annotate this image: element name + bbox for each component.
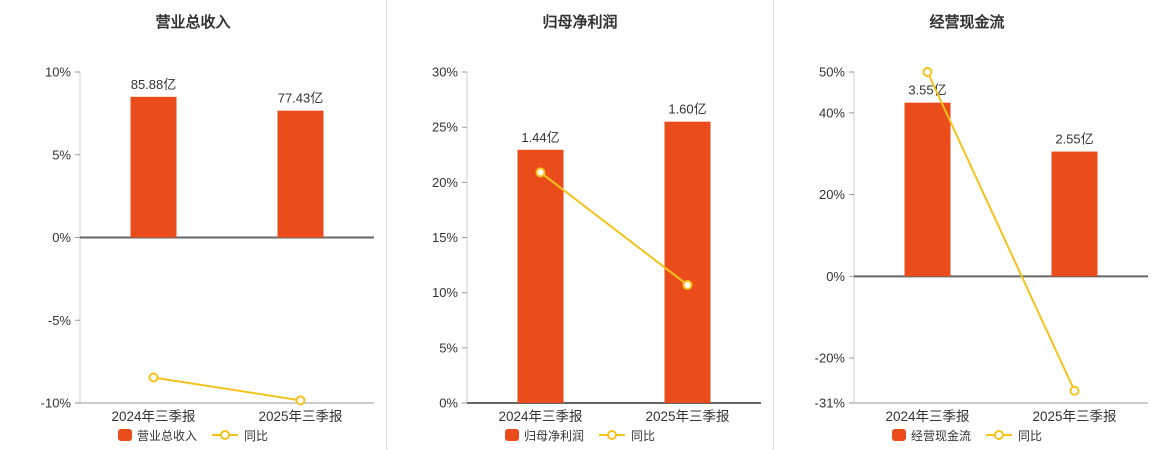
- y-axis-tick-label: -10%: [41, 396, 72, 411]
- bar-2024年三季报[interactable]: [517, 149, 564, 403]
- yoy-marker[interactable]: [922, 67, 933, 77]
- bar-value-label: 3.55亿: [908, 83, 946, 98]
- chart-title-cash-flow: 经营现金流: [929, 14, 1005, 31]
- bar-legend-label: 归母净利润: [523, 428, 584, 443]
- yoy-marker[interactable]: [148, 372, 159, 383]
- y-axis-tick-label: 20%: [819, 187, 845, 202]
- bar-2025年三季报[interactable]: [664, 121, 711, 404]
- yoy-line[interactable]: [153, 376, 301, 402]
- y-axis-tick-label: 5%: [52, 147, 71, 162]
- y-axis-tick-label: 20%: [432, 175, 458, 190]
- x-axis-label: 2024年三季报: [111, 409, 195, 424]
- yoy-line[interactable]: [539, 171, 689, 286]
- chart-title-revenue: 营业总收入: [155, 14, 231, 31]
- net-profit-chart-legend: 归母净利润 同比: [387, 424, 773, 446]
- bar-2024年三季报[interactable]: [904, 102, 951, 277]
- legend-item-bar[interactable]: 营业总收入: [117, 427, 197, 444]
- x-axis-label: 2024年三季报: [885, 409, 969, 424]
- bar-legend-swatch-icon: [504, 429, 519, 441]
- y-axis-tick-label: 15%: [432, 230, 458, 245]
- net-profit-chart: 30% 25% 20% 15% 10% 5% 0% 1.44亿 1.60亿 2024年三季报 202…: [432, 65, 761, 424]
- y-axis-tick-label: 0%: [826, 269, 845, 284]
- yoy-line[interactable]: [926, 71, 1076, 392]
- bar-value-label: 85.88亿: [131, 77, 177, 92]
- chart-panel-net-profit: 归母净利润 30% 25% 20% 15% 10% 5% 0% 1.44亿 1.60亿 2024年…: [386, 0, 773, 450]
- bar-legend-swatch-icon: [891, 429, 906, 441]
- line-legend-icon: [986, 430, 1012, 440]
- bar-value-label: 77.43亿: [278, 91, 324, 106]
- bar-legend-label: 营业总收入: [136, 428, 197, 443]
- y-axis-tick-label: 25%: [432, 120, 458, 135]
- y-axis-tick-label: 10%: [432, 285, 458, 300]
- yoy-legend-label: 同比: [1018, 428, 1043, 443]
- bar-legend-swatch-icon: [117, 429, 132, 441]
- x-axis-label: 2025年三季报: [645, 409, 729, 424]
- chart-panel-cash-flow: 经营现金流 50% 40% 20% 0% -20% -31% 3.55亿 2.55亿 2024年…: [773, 0, 1160, 450]
- y-axis-tick-label: -20%: [815, 351, 846, 366]
- revenue-chart-legend: 营业总收入 同比: [0, 424, 386, 446]
- bar-legend-label: 经营现金流: [910, 428, 971, 443]
- cash-flow-chart: 50% 40% 20% 0% -20% -31% 3.55亿 2.55亿 2024年三季报 202…: [815, 65, 1148, 424]
- legend-item-yoy[interactable]: 同比: [985, 427, 1042, 444]
- legend-item-yoy[interactable]: 同比: [211, 427, 268, 444]
- y-axis-tick-label: 40%: [819, 105, 845, 120]
- yoy-legend-label: 同比: [631, 428, 656, 443]
- legend-item-bar[interactable]: 归母净利润: [504, 427, 584, 444]
- bar-value-label: 1.60亿: [668, 102, 706, 117]
- line-legend-icon: [599, 430, 625, 440]
- yoy-marker[interactable]: [1069, 385, 1080, 396]
- chart-title-net-profit: 归母净利润: [542, 14, 618, 31]
- legend-item-bar[interactable]: 经营现金流: [891, 427, 971, 444]
- y-axis-tick-label: 50%: [819, 65, 845, 80]
- x-axis-label: 2025年三季报: [258, 409, 342, 424]
- revenue-chart: 10% 5% 0% -5% -10% 85.88亿 77.43亿 2024年三季报 2025年三…: [41, 65, 374, 424]
- bar-2025年三季报[interactable]: [1051, 151, 1098, 277]
- y-axis-tick-label: 10%: [45, 65, 71, 80]
- yoy-marker[interactable]: [295, 395, 306, 406]
- chart-panel-revenue: 营业总收入 10% 5% 0% -5% -10% 85.88亿 77.43亿 2024年三季报…: [0, 0, 386, 450]
- bar-2025年三季报[interactable]: [277, 110, 324, 238]
- bar-value-label: 1.44亿: [521, 130, 559, 145]
- y-axis-tick-label: 5%: [439, 340, 458, 355]
- yoy-marker[interactable]: [682, 279, 693, 290]
- y-axis-tick-label: -31%: [815, 396, 846, 411]
- bar-value-label: 2.55亿: [1055, 132, 1093, 147]
- x-axis-label: 2025年三季报: [1032, 409, 1116, 424]
- y-axis-tick-label: 0%: [439, 396, 458, 411]
- y-axis-tick-label: 0%: [52, 230, 71, 245]
- y-axis-tick-label: -5%: [48, 313, 72, 328]
- bar-2024年三季报[interactable]: [130, 96, 177, 238]
- x-axis-label: 2024年三季报: [498, 409, 582, 424]
- cash-flow-chart-legend: 经营现金流 同比: [774, 424, 1160, 446]
- yoy-marker[interactable]: [535, 167, 546, 178]
- legend-item-yoy[interactable]: 同比: [598, 427, 655, 444]
- yoy-legend-label: 同比: [244, 428, 269, 443]
- line-legend-icon: [212, 430, 238, 440]
- y-axis-tick-label: 30%: [432, 65, 458, 80]
